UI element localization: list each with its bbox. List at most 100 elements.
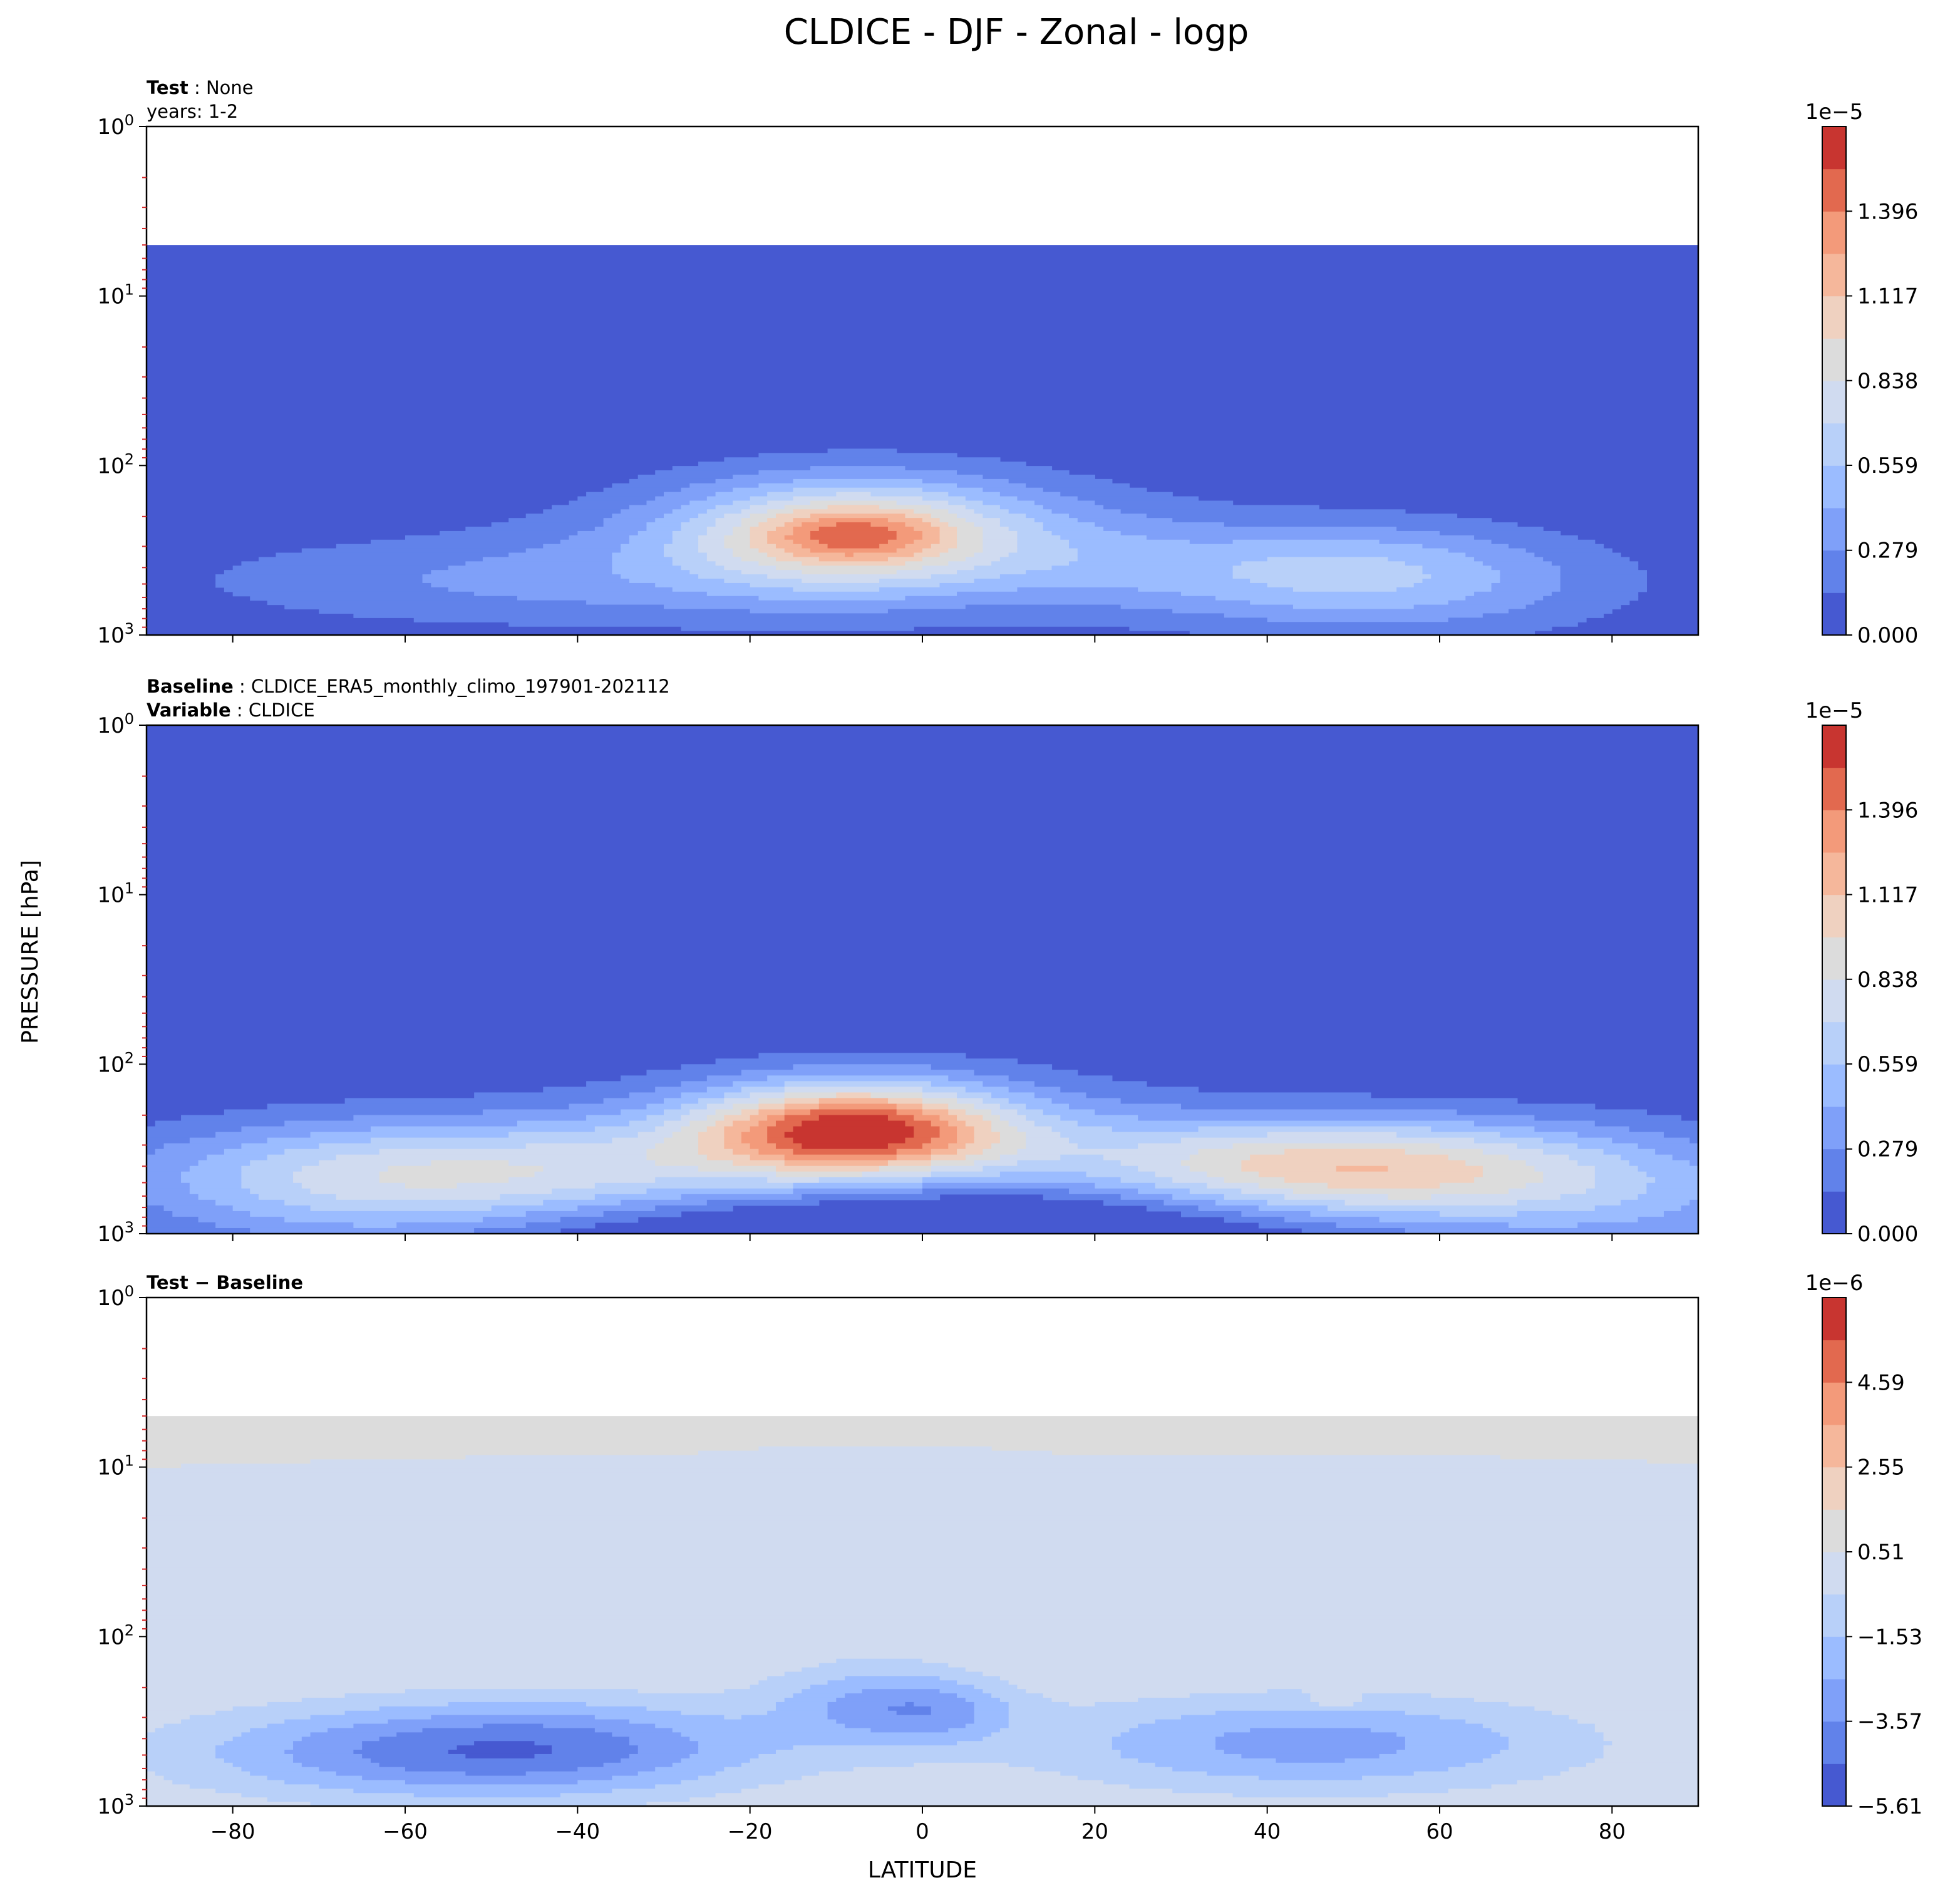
colorbar-segment — [1822, 423, 1846, 466]
colorbar-tick-label: 0.559 — [1857, 453, 1918, 478]
colorbar-segment — [1822, 1636, 1846, 1680]
colorbar-segment — [1822, 1382, 1846, 1425]
colorbar-segment — [1822, 1721, 1846, 1764]
y-tick-exponent: 2 — [125, 450, 134, 468]
colorbar-segment — [1822, 1340, 1846, 1383]
colorbar-tick-label: −3.57 — [1857, 1710, 1922, 1735]
colorbar-segment — [1822, 126, 1846, 170]
panel-label-text: : CLDICE — [231, 700, 315, 721]
colorbar-segment — [1822, 1149, 1846, 1192]
panel-label-line: Baseline : CLDICE_ERA5_monthly_climo_197… — [147, 676, 670, 697]
colorbar-segment — [1822, 1064, 1846, 1107]
colorbar-tick-label: 0.000 — [1857, 623, 1918, 648]
colorbar-segment — [1822, 1467, 1846, 1510]
colorbar-tick-label: 4.59 — [1857, 1370, 1905, 1395]
colorbar-segment — [1822, 852, 1846, 896]
colorbar-segment — [1822, 1191, 1846, 1234]
colorbar-segment — [1822, 937, 1846, 980]
colorbar-tick-label: 0.279 — [1857, 539, 1918, 564]
colorbar-segment — [1822, 1594, 1846, 1637]
x-tick-label: 20 — [1081, 1819, 1108, 1844]
y-tick-label: 101 — [97, 1452, 134, 1480]
y-tick-label: 103 — [97, 620, 134, 648]
y-tick-label: 102 — [97, 1049, 134, 1077]
panel-label-line: Test − Baseline — [147, 1272, 303, 1293]
panel-label-bold: Baseline — [147, 676, 234, 697]
colorbar-segment — [1822, 1298, 1846, 1341]
colorbar-segment — [1822, 1552, 1846, 1595]
y-tick-label: 103 — [97, 1791, 134, 1819]
colorbar-segment — [1822, 550, 1846, 593]
colorbar-tick-label: 0.838 — [1857, 968, 1918, 993]
colorbar-tick-label: 1.396 — [1857, 199, 1918, 224]
x-tick-label: −60 — [383, 1819, 428, 1844]
colorbar-segment — [1822, 465, 1846, 509]
colorbar-segment — [1822, 508, 1846, 551]
contour-field-baseline — [147, 725, 1698, 1234]
contour-field-difference — [147, 1416, 1698, 1806]
colorbar-segment — [1822, 1763, 1846, 1807]
panel-label-line: Test : None — [147, 77, 254, 98]
y-tick-label: 101 — [97, 880, 134, 908]
y-tick-label: 103 — [97, 1219, 134, 1247]
y-tick-exponent: 1 — [125, 1452, 134, 1470]
x-axis-label: LATITUDE — [868, 1857, 977, 1883]
panel-label-text: : CLDICE_ERA5_monthly_climo_197901-20211… — [234, 676, 670, 697]
colorbar-segment — [1822, 1679, 1846, 1722]
y-tick-label: 100 — [97, 111, 134, 140]
colorbar-offset-label: 1e−6 — [1805, 1271, 1864, 1296]
colorbar-offset-label: 1e−5 — [1805, 100, 1864, 125]
colorbar-segment — [1822, 725, 1846, 768]
x-tick-label: 80 — [1599, 1819, 1626, 1844]
colorbar-segment — [1822, 1509, 1846, 1552]
panel-label-bold: Variable — [147, 700, 231, 721]
colorbar-segment — [1822, 381, 1846, 424]
colorbar-segment — [1822, 338, 1846, 381]
colorbar-segment — [1822, 211, 1846, 254]
y-tick-label: 101 — [97, 281, 134, 309]
colorbar-tick-label: 0.279 — [1857, 1137, 1918, 1162]
x-tick-label: −40 — [555, 1819, 600, 1844]
x-tick-label: −80 — [210, 1819, 255, 1844]
colorbar-test: 0.000 0.279 0.559 0.838 1.117 1.396 1e−5 — [1805, 100, 1919, 648]
x-tick-label: −20 — [728, 1819, 773, 1844]
x-tick-label: 0 — [916, 1819, 929, 1844]
colorbar-tick-label: 0.51 — [1857, 1540, 1905, 1565]
y-tick-label: 102 — [97, 1621, 134, 1650]
colorbar-tick-label: 0.000 — [1857, 1222, 1918, 1247]
colorbar-tick-label: −1.53 — [1857, 1624, 1922, 1650]
colorbar-segment — [1822, 810, 1846, 853]
colorbar-segment — [1822, 168, 1846, 212]
colorbar-segment — [1822, 979, 1846, 1023]
colorbar-tick-label: 1.117 — [1857, 284, 1918, 309]
colorbar-segment — [1822, 296, 1846, 339]
x-tick-label: 60 — [1426, 1819, 1453, 1844]
colorbar-tick-label: 2.55 — [1857, 1455, 1905, 1480]
y-axis-label: PRESSURE [hPa] — [18, 860, 43, 1044]
y-tick-label: 102 — [97, 450, 134, 478]
panel-label-line: years: 1-2 — [147, 101, 238, 122]
y-tick-exponent: 2 — [125, 1049, 134, 1066]
colorbar-difference: −5.61 −3.57 −1.53 0.51 2.55 4.59 1e−6 — [1805, 1271, 1923, 1819]
colorbar-segment — [1822, 1425, 1846, 1468]
colorbar-tick-label: −5.61 — [1857, 1794, 1922, 1819]
panel-label-text: years: 1-2 — [147, 101, 238, 122]
colorbar-segment — [1822, 1021, 1846, 1065]
colorbar-segment — [1822, 1107, 1846, 1150]
colorbar-segment — [1822, 894, 1846, 937]
y-tick-exponent: 3 — [125, 1791, 134, 1809]
colorbar-tick-label: 1.396 — [1857, 798, 1918, 823]
y-tick-exponent: 3 — [125, 620, 134, 638]
y-tick-exponent: 1 — [125, 281, 134, 299]
y-tick-exponent: 2 — [125, 1621, 134, 1639]
y-tick-exponent: 3 — [125, 1219, 134, 1236]
y-tick-exponent: 0 — [125, 1283, 134, 1300]
panel-label-line: Variable : CLDICE — [147, 700, 315, 721]
y-tick-exponent: 1 — [125, 880, 134, 897]
colorbar-tick-label: 0.838 — [1857, 369, 1918, 394]
